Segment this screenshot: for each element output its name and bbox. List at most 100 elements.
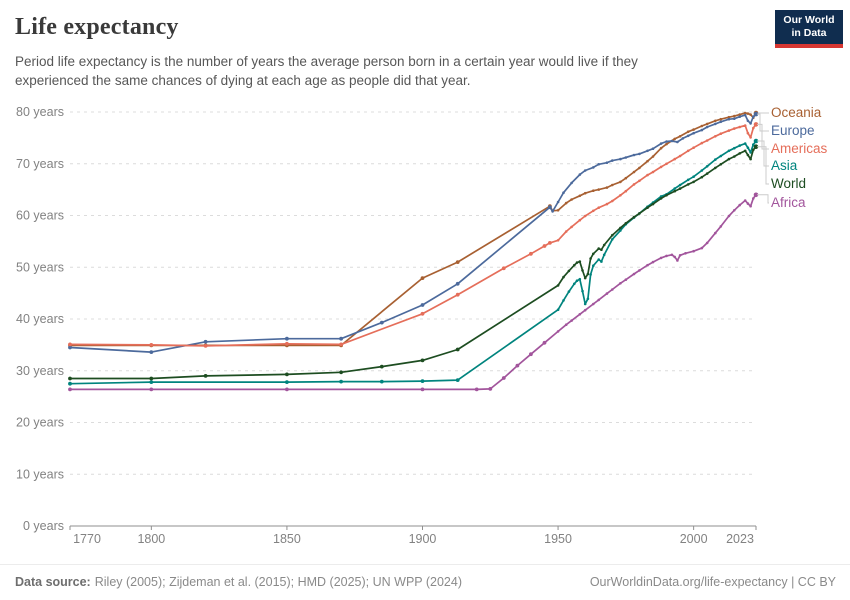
data-point	[684, 252, 687, 255]
series-path-africa	[69, 193, 757, 391]
legend-label-europe[interactable]: Europe	[771, 123, 815, 138]
data-point	[678, 183, 682, 187]
data-point	[719, 163, 723, 166]
data-point	[743, 142, 747, 145]
data-point	[586, 297, 590, 301]
data-point	[624, 176, 628, 180]
data-point	[619, 194, 622, 197]
data-point	[727, 117, 731, 121]
data-point	[632, 272, 636, 276]
data-point	[646, 159, 649, 163]
series-path-asia	[69, 140, 757, 385]
data-point	[624, 189, 628, 193]
data-point	[746, 202, 750, 205]
x-axis-tick-label: 1950	[544, 532, 572, 546]
series-line-world[interactable]	[68, 144, 759, 381]
data-point	[501, 266, 506, 271]
data-point	[592, 252, 595, 256]
owid-logo-line2: in Data	[791, 27, 827, 39]
data-point	[624, 222, 628, 225]
data-point	[733, 117, 736, 120]
data-point	[339, 336, 343, 341]
data-point	[602, 253, 606, 257]
data-point	[592, 209, 595, 213]
y-axis-tick-label: 60 years	[16, 209, 64, 223]
data-point	[700, 246, 704, 250]
data-point	[651, 260, 655, 264]
data-point	[592, 189, 595, 192]
legend-label-americas[interactable]: Americas	[771, 141, 828, 156]
y-axis-tick-label: 10 years	[16, 467, 64, 481]
data-point	[746, 112, 750, 115]
legend-label-asia[interactable]: Asia	[771, 158, 798, 173]
data-point	[573, 263, 576, 267]
data-point	[592, 166, 595, 169]
data-point	[611, 238, 614, 241]
data-point	[575, 261, 579, 264]
data-point	[749, 122, 752, 125]
owid-license-link[interactable]: OurWorldinData.org/life-expectancy | CC …	[589, 575, 836, 589]
data-point	[743, 124, 747, 127]
data-point	[749, 136, 752, 139]
data-point	[632, 183, 636, 186]
series-line-europe[interactable]	[68, 111, 759, 354]
legend-label-oceania[interactable]: Oceania	[771, 105, 822, 120]
data-point	[700, 175, 704, 179]
chart-canvas: 0 years 10 years 20 years 30 years 40 years 5…	[16, 105, 769, 546]
owid-logo[interactable]: Our World in Data	[775, 10, 843, 48]
data-point	[676, 140, 679, 144]
data-point	[589, 273, 592, 276]
data-point	[673, 137, 676, 141]
series-line-africa[interactable]	[68, 192, 759, 392]
data-point	[670, 139, 674, 143]
data-point	[752, 115, 755, 118]
data-point	[752, 126, 755, 130]
data-point	[564, 201, 568, 205]
data-point	[743, 113, 747, 117]
data-point	[567, 269, 571, 273]
data-point	[749, 151, 752, 154]
data-point	[581, 289, 584, 293]
data-point	[597, 163, 600, 166]
data-point	[575, 279, 579, 283]
data-point	[602, 243, 606, 247]
data-point	[692, 131, 695, 135]
data-point	[68, 387, 72, 392]
data-point	[714, 231, 717, 235]
x-axis-tick-label: 1850	[273, 532, 301, 546]
data-point	[573, 282, 576, 286]
legend-label-world[interactable]: World	[771, 176, 807, 191]
data-point	[564, 230, 568, 233]
data-point	[651, 155, 655, 158]
data-point	[746, 131, 750, 135]
data-point	[651, 147, 655, 150]
data-point	[570, 181, 573, 185]
data-point	[379, 364, 384, 369]
data-point	[619, 282, 622, 285]
data-point	[570, 225, 573, 229]
data-point	[665, 140, 668, 143]
data-point	[681, 137, 685, 140]
data-point	[149, 387, 154, 392]
data-point	[570, 198, 573, 201]
data-point	[646, 263, 649, 267]
data-point	[686, 134, 690, 138]
data-point	[638, 179, 641, 183]
data-point	[455, 378, 460, 382]
data-point	[749, 204, 752, 208]
data-point	[592, 302, 595, 306]
series-line-oceania[interactable]	[68, 110, 759, 348]
data-point	[733, 155, 736, 158]
data-point	[597, 247, 600, 250]
data-point	[605, 161, 609, 164]
chart-subtitle: Period life expectancy is the number of …	[15, 54, 638, 89]
data-point	[665, 162, 668, 166]
data-point	[597, 188, 600, 191]
data-point	[700, 169, 704, 172]
legend-label-africa[interactable]: Africa	[771, 195, 806, 210]
legend-connector-africa	[757, 194, 769, 204]
series-line-americas[interactable]	[68, 122, 759, 348]
data-point	[733, 114, 736, 118]
data-point	[746, 146, 750, 149]
